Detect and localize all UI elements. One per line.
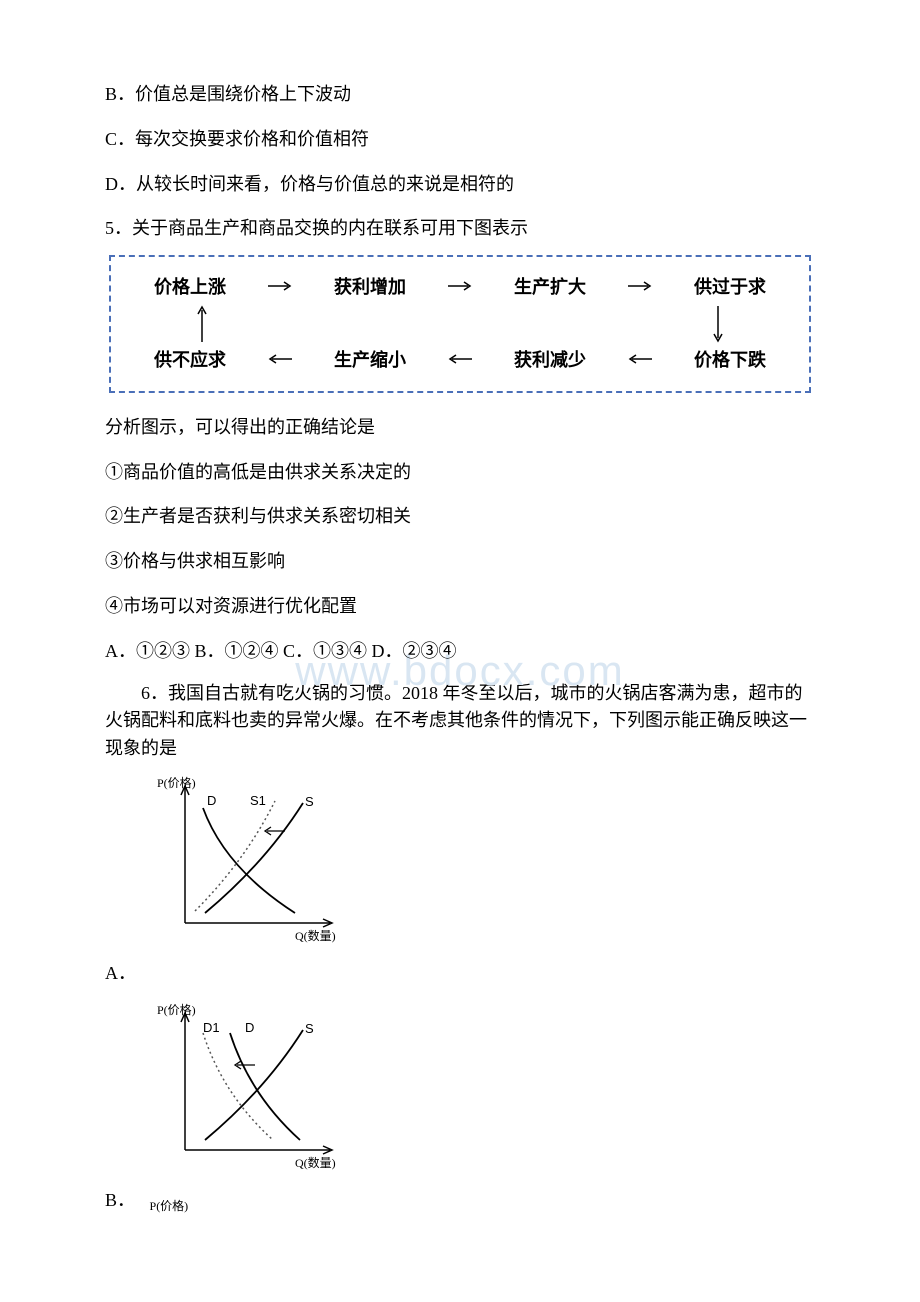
curve-d1-label: D1	[203, 1020, 220, 1035]
curve-s1-label: S1	[250, 793, 266, 808]
flow-node: 生产扩大	[514, 273, 586, 302]
flow-node: 生产缩小	[334, 346, 406, 375]
q5-options: A．①②③ B．①②④ C．①③④ D．②③④	[105, 637, 815, 666]
axis-y-label: P(价格)	[157, 1002, 196, 1017]
arrow-right-icon	[626, 275, 654, 301]
axis-x-label: Q(数量)	[295, 1155, 336, 1170]
flow-node: 供不应求	[154, 346, 226, 375]
flow-bottom-row: 供不应求 生产缩小 获利减少 价格下跌	[135, 346, 785, 375]
arrow-right-icon	[266, 275, 294, 301]
chart-b-sub-label: P(价格)	[150, 1199, 189, 1213]
q4-option-d: D．从较长时间来看，价格与价值总的来说是相符的	[105, 170, 815, 199]
chart-b: P(价格) Q(数量) S D D1	[155, 1000, 815, 1184]
arrow-up-icon	[195, 304, 209, 344]
arrow-right-icon	[446, 275, 474, 301]
q5-statement-2: ②生产者是否获利与供求关系密切相关	[105, 502, 815, 531]
axis-y-label: P(价格)	[157, 775, 196, 790]
arrow-left-icon	[446, 348, 474, 374]
chart-a: P(价格) Q(数量) D S S1	[155, 773, 815, 957]
q5-statement-1: ①商品价值的高低是由供求关系决定的	[105, 458, 815, 487]
q5-statement-3: ③价格与供求相互影响	[105, 547, 815, 576]
chart-b-option-letter: B．	[105, 1186, 135, 1215]
q4-option-c: C．每次交换要求价格和价值相符	[105, 125, 815, 154]
arrow-left-icon	[266, 348, 294, 374]
chart-b-svg: P(价格) Q(数量) S D D1	[155, 1000, 345, 1175]
axis-x-label: Q(数量)	[295, 928, 336, 943]
q4-option-b: B．价值总是围绕价格上下波动	[105, 80, 815, 109]
curve-s-label: S	[305, 1021, 314, 1036]
curve-d-label: D	[245, 1020, 254, 1035]
curve-d-label: D	[207, 793, 216, 808]
flow-diagram: 价格上涨 获利增加 生产扩大 供过于求 供不应求	[109, 255, 811, 393]
curve-s-label: S	[305, 794, 314, 809]
q6-stem: 6．我国自古就有吃火锅的习惯。2018 年冬至以后，城市的火锅店客满为患，超市的…	[105, 680, 815, 764]
flow-top-row: 价格上涨 获利增加 生产扩大 供过于求	[135, 273, 785, 302]
arrow-down-icon	[711, 304, 725, 344]
chart-a-option-letter: A．	[105, 959, 136, 988]
arrow-left-icon	[626, 348, 654, 374]
flow-vertical-arrows	[135, 302, 785, 346]
q5-statement-4: ④市场可以对资源进行优化配置	[105, 592, 815, 621]
flow-node: 获利增加	[334, 273, 406, 302]
chart-a-svg: P(价格) Q(数量) D S S1	[155, 773, 345, 948]
flow-node: 获利减少	[514, 346, 586, 375]
q5-stem: 5．关于商品生产和商品交换的内在联系可用下图表示	[105, 214, 815, 243]
flow-node: 价格上涨	[154, 273, 226, 302]
flow-node: 价格下跌	[694, 346, 766, 375]
flow-node: 供过于求	[694, 273, 766, 302]
q5-analysis: 分析图示，可以得出的正确结论是	[105, 413, 815, 442]
